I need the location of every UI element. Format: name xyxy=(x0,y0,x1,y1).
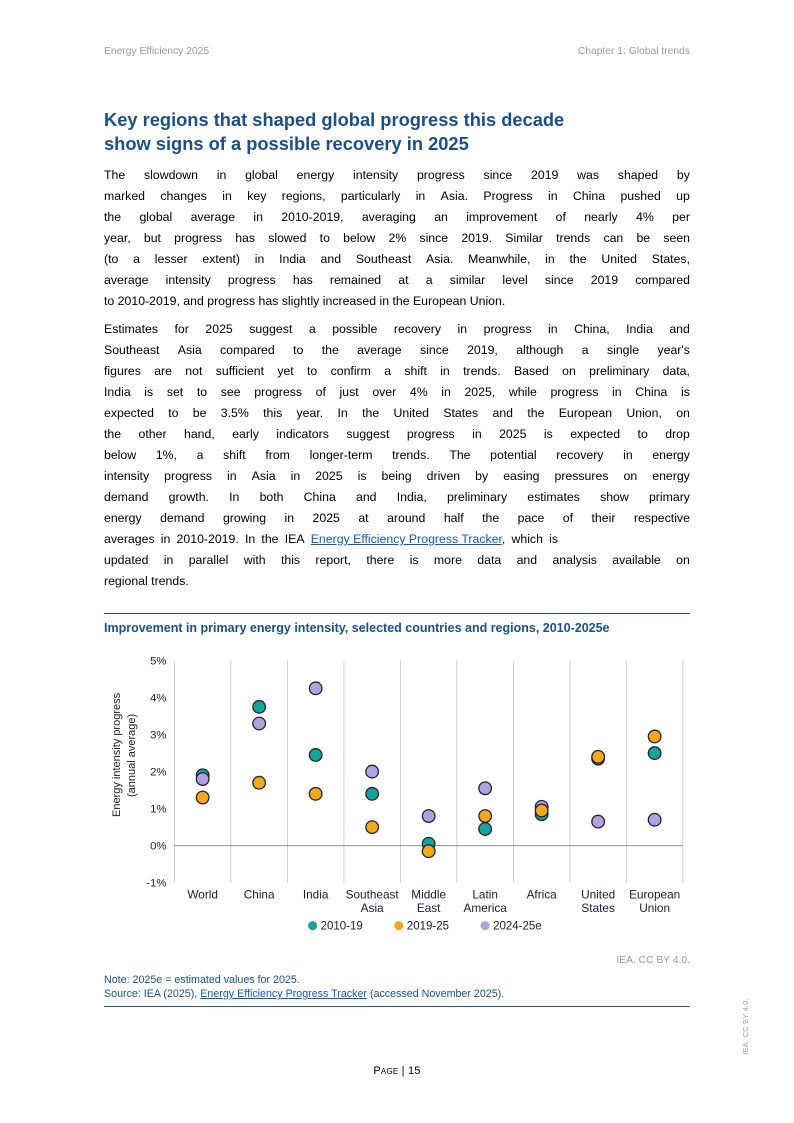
svg-text:India: India xyxy=(303,888,329,902)
svg-text:Africa: Africa xyxy=(527,888,558,902)
svg-text:European: European xyxy=(629,888,680,902)
svg-text:1%: 1% xyxy=(150,804,166,816)
svg-text:World: World xyxy=(187,888,218,902)
svg-text:2019-25: 2019-25 xyxy=(407,921,449,933)
svg-text:3%: 3% xyxy=(150,730,166,742)
svg-text:States: States xyxy=(581,901,615,915)
svg-text:America: America xyxy=(464,901,508,915)
svg-text:2%: 2% xyxy=(150,767,166,779)
svg-text:4%: 4% xyxy=(150,693,166,705)
svg-text:2010-19: 2010-19 xyxy=(321,921,363,933)
svg-text:East: East xyxy=(417,901,441,915)
svg-text:China: China xyxy=(244,888,275,902)
svg-text:Asia: Asia xyxy=(361,901,384,915)
svg-text:Union: Union xyxy=(639,901,670,915)
svg-text:2024-25e: 2024-25e xyxy=(493,921,542,933)
svg-text:0%: 0% xyxy=(150,841,166,853)
svg-text:United: United xyxy=(581,888,615,902)
svg-text:Latin: Latin xyxy=(472,888,498,902)
svg-text:-1%: -1% xyxy=(146,878,166,890)
svg-text:5%: 5% xyxy=(150,656,166,668)
svg-text:Southeast: Southeast xyxy=(346,888,400,902)
svg-text:Middle: Middle xyxy=(411,888,446,902)
